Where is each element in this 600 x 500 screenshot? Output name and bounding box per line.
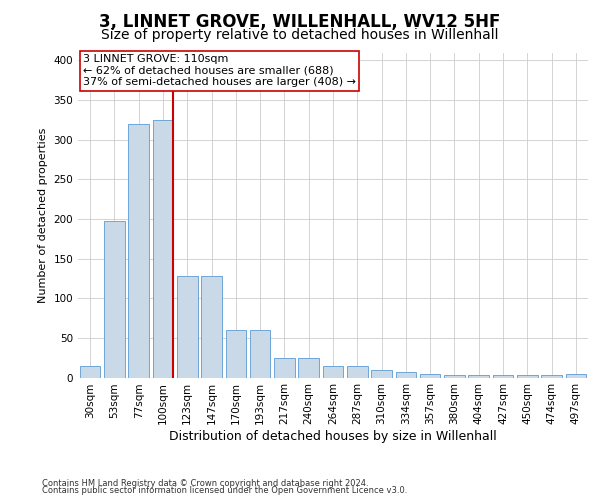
Bar: [80, 366, 100, 378]
Bar: [250, 330, 271, 378]
Bar: [371, 370, 392, 378]
Bar: [517, 375, 538, 378]
X-axis label: Distribution of detached houses by size in Willenhall: Distribution of detached houses by size …: [169, 430, 497, 443]
Bar: [444, 375, 465, 378]
Text: Contains public sector information licensed under the Open Government Licence v3: Contains public sector information licen…: [42, 486, 407, 495]
Bar: [152, 120, 173, 378]
Bar: [201, 276, 222, 378]
Text: 3, LINNET GROVE, WILLENHALL, WV12 5HF: 3, LINNET GROVE, WILLENHALL, WV12 5HF: [100, 12, 500, 30]
Bar: [541, 375, 562, 378]
Bar: [177, 276, 197, 378]
Bar: [566, 374, 586, 378]
Bar: [323, 366, 343, 378]
Bar: [274, 358, 295, 378]
Bar: [104, 222, 125, 378]
Bar: [128, 124, 149, 378]
Bar: [298, 358, 319, 378]
Text: 3 LINNET GROVE: 110sqm
← 62% of detached houses are smaller (688)
37% of semi-de: 3 LINNET GROVE: 110sqm ← 62% of detached…: [83, 54, 356, 88]
Bar: [395, 372, 416, 378]
Bar: [493, 375, 514, 378]
Bar: [469, 375, 489, 378]
Bar: [420, 374, 440, 378]
Bar: [226, 330, 246, 378]
Text: Size of property relative to detached houses in Willenhall: Size of property relative to detached ho…: [101, 28, 499, 42]
Y-axis label: Number of detached properties: Number of detached properties: [38, 128, 48, 302]
Bar: [347, 366, 368, 378]
Text: Contains HM Land Registry data © Crown copyright and database right 2024.: Contains HM Land Registry data © Crown c…: [42, 478, 368, 488]
